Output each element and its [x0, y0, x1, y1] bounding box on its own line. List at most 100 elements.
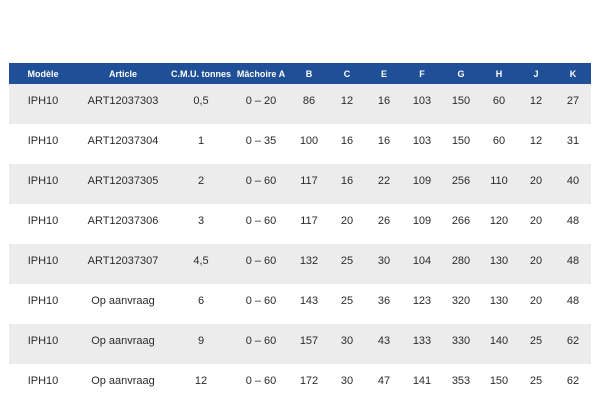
table-body: IPH10 ART12037303 0,5 0 – 20 86 12 16 103 150 60 1…: [9, 84, 591, 404]
table-cell: 20: [517, 204, 555, 244]
table-cell: ART12037306: [77, 204, 169, 244]
table-cell: 6: [169, 284, 233, 324]
table-cell: 133: [403, 324, 441, 364]
table-cell: 12: [517, 124, 555, 164]
table-row: IPH10 ART12037303 0,5 0 – 20 86 12 16 103 150 60 1…: [9, 84, 591, 124]
table-cell: 62: [555, 364, 591, 404]
table-cell: 36: [365, 284, 403, 324]
table-cell: 48: [555, 244, 591, 284]
table-cell: 109: [403, 164, 441, 204]
table-cell: 143: [289, 284, 329, 324]
table-cell: IPH10: [9, 204, 77, 244]
table-cell: 4,5: [169, 244, 233, 284]
table-cell: 30: [365, 244, 403, 284]
table-cell: 12: [329, 84, 365, 124]
table-cell: 157: [289, 324, 329, 364]
table-cell: 26: [365, 204, 403, 244]
header-cell-machoire-a: Mâchoire A: [233, 63, 289, 84]
table-cell: IPH10: [9, 244, 77, 284]
table-cell: 16: [329, 124, 365, 164]
table-header: Modèle Article C.M.U. tonnes Mâchoire A …: [9, 63, 591, 84]
table-cell: 0 – 20: [233, 84, 289, 124]
table-cell: IPH10: [9, 284, 77, 324]
product-spec-table: Modèle Article C.M.U. tonnes Mâchoire A …: [9, 63, 591, 404]
header-cell-j: J: [517, 63, 555, 84]
table-cell: 130: [481, 244, 517, 284]
table-cell: 0 – 60: [233, 164, 289, 204]
table-cell: 0 – 35: [233, 124, 289, 164]
table-cell: 86: [289, 84, 329, 124]
table-cell: 0 – 60: [233, 204, 289, 244]
table-cell: 0 – 60: [233, 244, 289, 284]
table-cell: 117: [289, 164, 329, 204]
table-cell: 25: [329, 284, 365, 324]
table-cell: 9: [169, 324, 233, 364]
table-cell: 141: [403, 364, 441, 404]
table-cell: 22: [365, 164, 403, 204]
table-cell: 256: [441, 164, 481, 204]
header-cell-modele: Modèle: [9, 63, 77, 84]
table-cell: 123: [403, 284, 441, 324]
table-cell: 320: [441, 284, 481, 324]
header-cell-c: C: [329, 63, 365, 84]
table-cell: IPH10: [9, 164, 77, 204]
table-cell: 103: [403, 124, 441, 164]
table-cell: 48: [555, 204, 591, 244]
table-row: IPH10 Op aanvraag 6 0 – 60 143 25 36 123 320 130 2…: [9, 284, 591, 324]
table-cell: 20: [329, 204, 365, 244]
table-cell: 16: [365, 84, 403, 124]
table-cell: 27: [555, 84, 591, 124]
table-cell: 353: [441, 364, 481, 404]
table-cell: 47: [365, 364, 403, 404]
table-cell: 48: [555, 284, 591, 324]
table-cell: 16: [365, 124, 403, 164]
table-cell: 109: [403, 204, 441, 244]
header-row: Modèle Article C.M.U. tonnes Mâchoire A …: [9, 63, 591, 84]
table-row: IPH10 Op aanvraag 9 0 – 60 157 30 43 133 330 140 2…: [9, 324, 591, 364]
table-cell: 0 – 60: [233, 284, 289, 324]
table-cell: 40: [555, 164, 591, 204]
header-cell-cmu-tonnes: C.M.U. tonnes: [169, 63, 233, 84]
table-cell: 117: [289, 204, 329, 244]
table-cell: 172: [289, 364, 329, 404]
table-cell: 280: [441, 244, 481, 284]
table-cell: ART12037304: [77, 124, 169, 164]
table-cell: ART12037307: [77, 244, 169, 284]
header-cell-k: K: [555, 63, 591, 84]
header-cell-e: E: [365, 63, 403, 84]
table-cell: 62: [555, 324, 591, 364]
table-cell: Op aanvraag: [77, 364, 169, 404]
table-cell: 0 – 60: [233, 324, 289, 364]
header-cell-b: B: [289, 63, 329, 84]
table-row: IPH10 ART12037305 2 0 – 60 117 16 22 109 256 110 2…: [9, 164, 591, 204]
table-cell: IPH10: [9, 84, 77, 124]
table-cell: IPH10: [9, 124, 77, 164]
table-cell: 12: [517, 84, 555, 124]
header-cell-h: H: [481, 63, 517, 84]
table-cell: 104: [403, 244, 441, 284]
table-cell: 60: [481, 84, 517, 124]
table-cell: ART12037305: [77, 164, 169, 204]
table-cell: 20: [517, 164, 555, 204]
table-cell: 12: [169, 364, 233, 404]
table-cell: 132: [289, 244, 329, 284]
table-cell: 43: [365, 324, 403, 364]
table-row: IPH10 Op aanvraag 12 0 – 60 172 30 47 141 353 150…: [9, 364, 591, 404]
table-row: IPH10 ART12037306 3 0 – 60 117 20 26 109 266 120 2…: [9, 204, 591, 244]
table-row: IPH10 ART12037304 1 0 – 35 100 16 16 103 150 60 12…: [9, 124, 591, 164]
header-cell-f: F: [403, 63, 441, 84]
table-cell: 140: [481, 324, 517, 364]
table-cell: Op aanvraag: [77, 284, 169, 324]
table-cell: 150: [481, 364, 517, 404]
table-cell: ART12037303: [77, 84, 169, 124]
table-cell: 31: [555, 124, 591, 164]
table-cell: IPH10: [9, 324, 77, 364]
table-cell: 330: [441, 324, 481, 364]
table-cell: 16: [329, 164, 365, 204]
table-cell: 0,5: [169, 84, 233, 124]
table-cell: 0 – 60: [233, 364, 289, 404]
table-cell: 25: [329, 244, 365, 284]
table-cell: 266: [441, 204, 481, 244]
table-cell: 1: [169, 124, 233, 164]
table-cell: 20: [517, 244, 555, 284]
